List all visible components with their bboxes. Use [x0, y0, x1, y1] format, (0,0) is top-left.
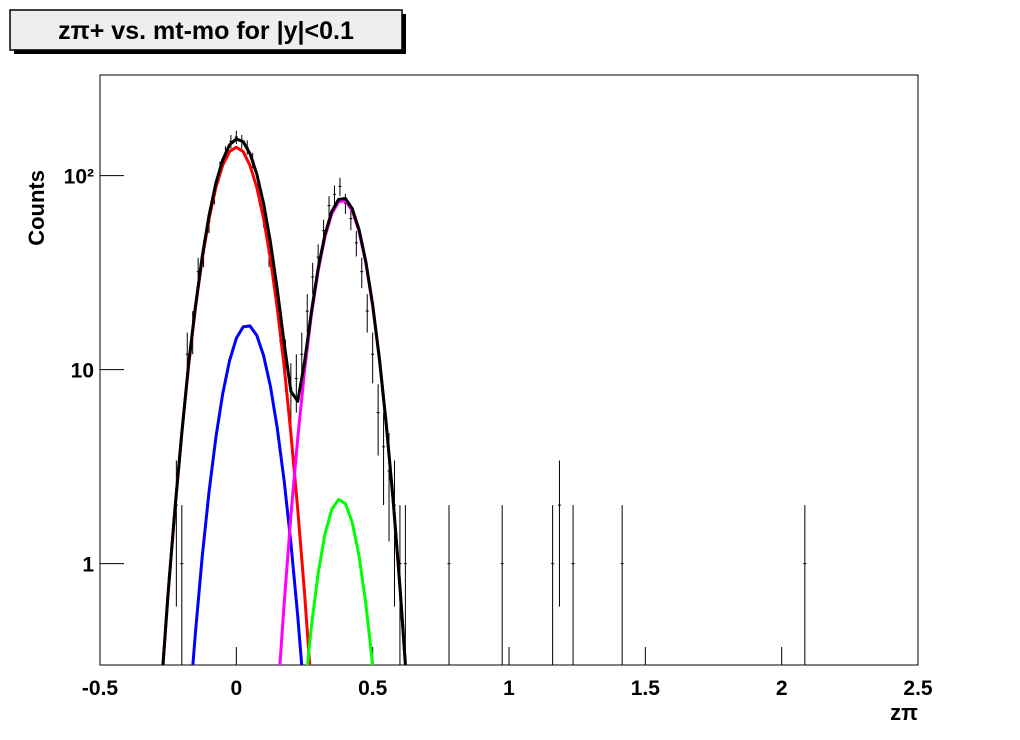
x-tick-label: 0	[230, 677, 242, 700]
data-point	[327, 196, 331, 217]
y-tick-label: 10²	[64, 166, 94, 189]
data-point	[803, 505, 807, 665]
x-tick-label: -0.5	[82, 677, 119, 700]
fit-curve	[161, 137, 407, 665]
data-point	[234, 130, 238, 145]
data-point	[332, 185, 336, 205]
data-point	[360, 257, 364, 289]
x-tick-label: 2	[776, 677, 788, 700]
data-point	[305, 294, 309, 333]
y-tick-label: 10	[71, 360, 94, 383]
plot-area	[161, 130, 807, 665]
x-tick-label: 1.5	[631, 677, 661, 700]
data-point	[447, 505, 451, 665]
data-point	[376, 384, 380, 456]
x-axis-label: zπ	[890, 700, 918, 725]
y-axis-label: Counts	[24, 170, 49, 246]
chart-title: zπ+ vs. mt-mo for |y|<0.1	[58, 17, 354, 45]
fit-curve	[306, 497, 375, 665]
data-point	[354, 231, 358, 257]
data-point	[294, 354, 298, 413]
data-point	[571, 505, 575, 665]
data-point	[338, 177, 342, 196]
data-point	[349, 208, 353, 231]
fit-curve	[191, 324, 304, 665]
data-point	[311, 262, 315, 295]
data-point	[551, 505, 555, 665]
data-point	[365, 294, 369, 333]
data-point	[371, 332, 375, 384]
x-tick-label: 2.5	[903, 677, 933, 700]
data-point	[620, 505, 624, 665]
title-box	[9, 9, 403, 51]
data-point	[180, 505, 184, 665]
x-tick-label: 0.5	[358, 677, 388, 700]
x-tick-label: 1	[503, 677, 515, 700]
data-point	[382, 412, 386, 506]
y-tick-label: 1	[82, 554, 94, 577]
data-point	[500, 505, 504, 665]
data-point	[557, 460, 561, 607]
